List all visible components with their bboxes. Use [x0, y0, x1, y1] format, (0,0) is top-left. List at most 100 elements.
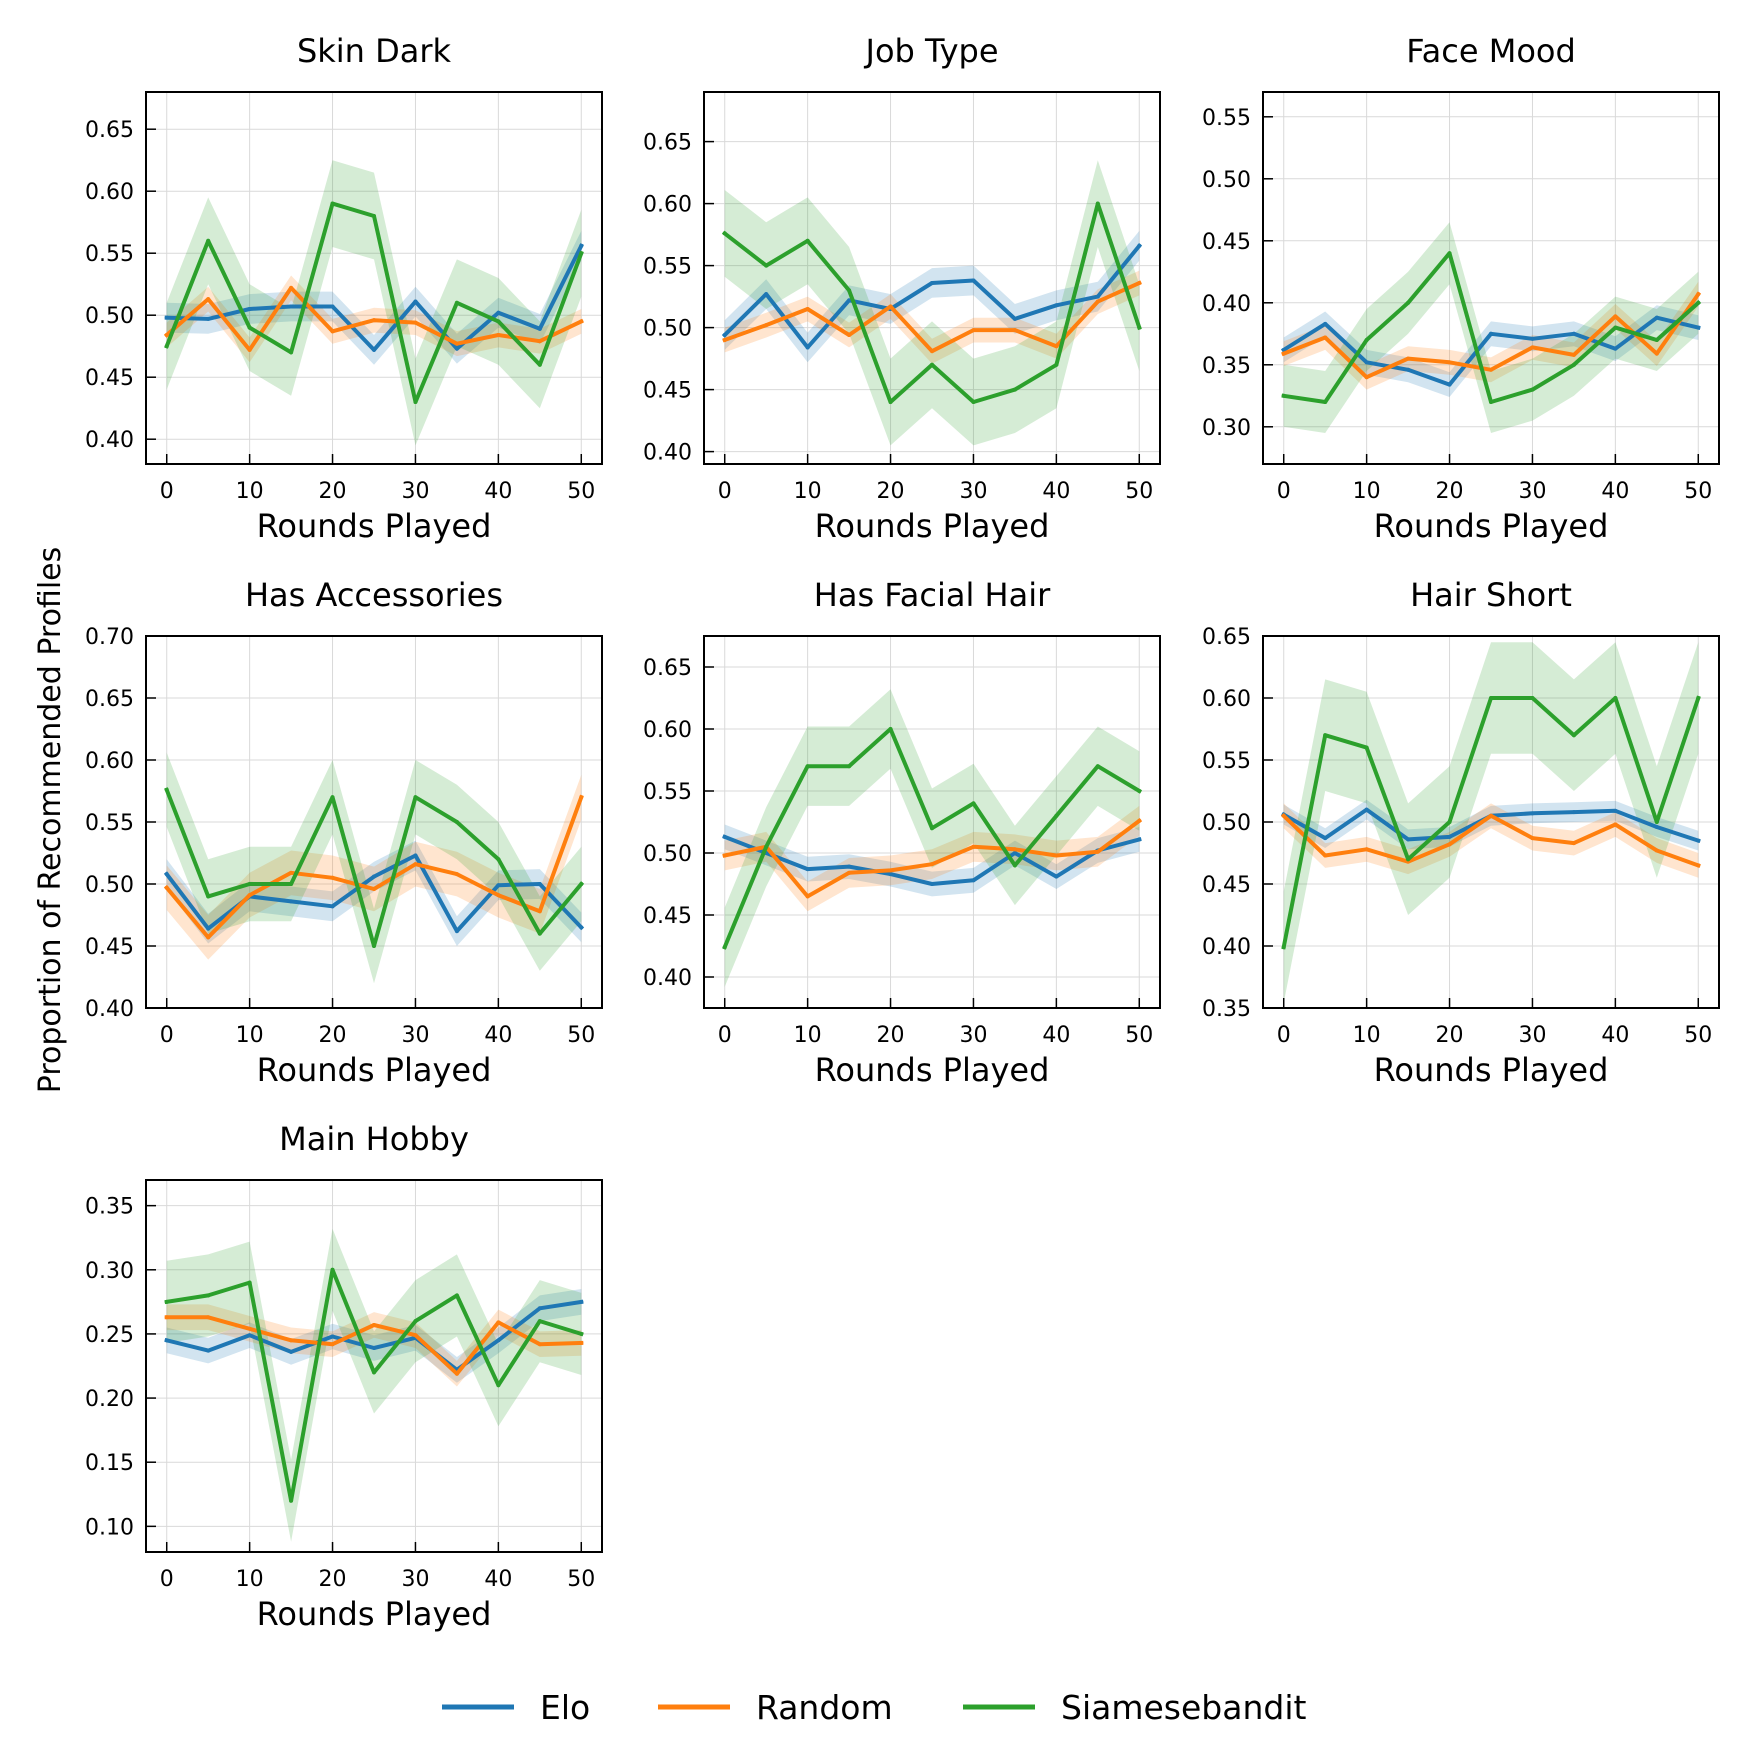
subplot-title: Has Accessories — [245, 576, 503, 614]
data-point-random — [1095, 299, 1100, 304]
data-point-siamesebandit — [1406, 300, 1411, 305]
data-point-siamesebandit — [247, 325, 252, 330]
data-point-siamesebandit — [847, 288, 852, 293]
data-point-siamesebandit — [164, 787, 169, 792]
data-point-elo — [289, 304, 294, 309]
band-elo — [166, 1289, 582, 1383]
data-point-random — [1571, 841, 1576, 846]
data-point-siamesebandit — [888, 400, 893, 404]
data-point-random — [413, 862, 418, 867]
data-point-elo — [722, 333, 727, 338]
data-point-random — [1054, 344, 1059, 349]
data-point-elo — [206, 926, 211, 931]
subplot-4: 0 10 20 30 40 50 0.40 0.45 0.50 0.55 0.60 0.65 0.70 H… — [85, 576, 603, 1089]
y-tick-label: 0.50 — [85, 304, 134, 329]
y-tick-label: 0.45 — [85, 935, 134, 960]
data-point-random — [1571, 352, 1576, 357]
x-tick-label: 10 — [236, 479, 264, 504]
legend: Elo Random Siamesebandit — [442, 1688, 1306, 1727]
data-point-random — [1137, 280, 1142, 285]
x-tick-label: 20 — [877, 479, 905, 504]
y-tick-label: 0.40 — [85, 428, 134, 453]
data-point-elo — [372, 347, 376, 352]
data-point-siamesebandit — [1696, 300, 1701, 305]
x-tick-label: 10 — [794, 479, 822, 504]
data-point-siamesebandit — [372, 1370, 376, 1375]
data-point-random — [454, 1371, 459, 1376]
data-point-random — [1654, 848, 1659, 853]
data-point-random — [1012, 328, 1017, 333]
subplot-title: Job Type — [864, 32, 999, 70]
data-point-random — [1364, 375, 1369, 380]
data-point-elo — [289, 899, 294, 904]
y-tick-label: 0.15 — [85, 1451, 134, 1476]
y-tick-label: 0.65 — [1202, 625, 1251, 650]
x-tick-label: 40 — [484, 479, 512, 504]
x-tick-label: 20 — [319, 479, 347, 504]
band-random — [166, 774, 582, 960]
subplot-2: 0 10 20 30 40 50 0.40 0.45 0.50 0.55 0.60 0.65 Job T… — [643, 32, 1161, 545]
data-point-siamesebandit — [1613, 325, 1618, 330]
data-point-siamesebandit — [1571, 733, 1576, 738]
data-point-random — [289, 1338, 294, 1343]
data-point-elo — [537, 326, 542, 331]
x-tick-label: 40 — [1601, 479, 1629, 504]
data-point-elo — [289, 1349, 294, 1354]
data-point-siamesebandit — [1012, 863, 1017, 868]
legend-label: Random — [756, 1688, 893, 1727]
data-point-random — [289, 870, 294, 875]
data-point-elo — [1530, 336, 1535, 341]
data-point-random — [1012, 847, 1017, 852]
data-point-random — [1489, 813, 1493, 818]
data-point-siamesebandit — [1530, 696, 1535, 700]
y-tick-label: 0.30 — [1202, 416, 1251, 441]
subplot-title: Face Mood — [1406, 32, 1576, 70]
y-tick-label: 0.50 — [643, 317, 692, 342]
x-tick-label: 10 — [236, 1023, 264, 1048]
figure-ylabel: Proportion of Recommended Profiles — [33, 547, 68, 1094]
x-tick-label: 20 — [1436, 479, 1464, 504]
data-point-elo — [1281, 347, 1286, 352]
data-point-siamesebandit — [847, 764, 852, 769]
data-point-siamesebandit — [1696, 696, 1701, 700]
data-point-siamesebandit — [413, 400, 418, 404]
data-point-siamesebandit — [1654, 820, 1659, 824]
data-point-elo — [930, 280, 934, 285]
data-point-siamesebandit — [1406, 857, 1411, 862]
data-point-siamesebandit — [413, 1319, 418, 1324]
data-point-random — [805, 894, 810, 899]
band-siamesebandit — [724, 160, 1140, 446]
data-point-elo — [164, 1338, 169, 1343]
y-tick-label: 0.40 — [643, 966, 692, 991]
data-point-siamesebandit — [1054, 362, 1059, 367]
x-tick-label: 10 — [1353, 479, 1381, 504]
data-point-elo — [1095, 294, 1100, 299]
data-point-random — [289, 285, 294, 290]
data-point-elo — [1012, 851, 1017, 855]
y-tick-label: 0.10 — [85, 1515, 134, 1540]
data-point-siamesebandit — [805, 238, 810, 243]
data-point-random — [888, 304, 893, 309]
y-tick-label: 0.35 — [1202, 354, 1251, 379]
y-tick-label: 0.55 — [643, 255, 692, 280]
band-siamesebandit — [166, 752, 582, 984]
axes-frame — [145, 1179, 603, 1553]
data-point-elo — [971, 878, 976, 883]
data-point-random — [206, 935, 211, 940]
data-point-elo — [330, 304, 335, 309]
y-tick-label: 0.70 — [85, 625, 134, 650]
data-point-elo — [971, 278, 976, 283]
x-tick-label: 30 — [401, 1567, 429, 1592]
y-tick-label: 0.25 — [85, 1323, 134, 1348]
data-point-random — [579, 795, 584, 800]
data-point-siamesebandit — [722, 231, 727, 236]
data-point-random — [1696, 292, 1701, 297]
x-tick-label: 50 — [1125, 1023, 1153, 1048]
subplot-5: 0 10 20 30 40 50 0.40 0.45 0.50 0.55 0.60 0.65 Has F… — [643, 576, 1161, 1089]
x-tick-label: 30 — [959, 1023, 987, 1048]
data-point-random — [722, 853, 727, 858]
subplot-title: Hair Short — [1410, 576, 1572, 614]
data-point-siamesebandit — [330, 1267, 335, 1272]
y-tick-label: 0.35 — [85, 1195, 134, 1220]
data-point-random — [454, 341, 459, 346]
